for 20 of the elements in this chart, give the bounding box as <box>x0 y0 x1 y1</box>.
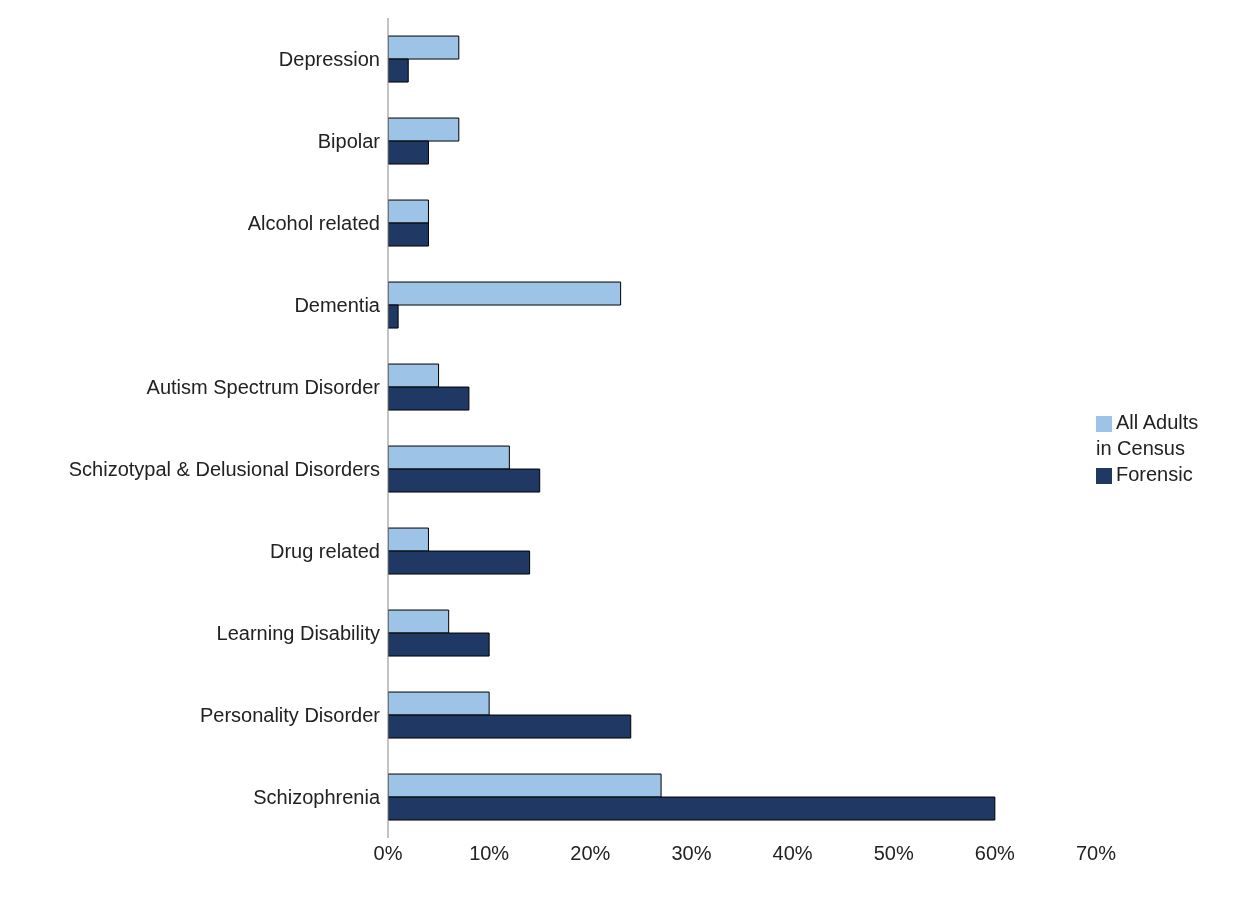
y-tick-label: Drug related <box>269 540 380 563</box>
x-tick-label: 70% <box>1075 842 1117 865</box>
x-tick-label: 0% <box>373 842 403 865</box>
x-tick-label: 50% <box>873 842 914 865</box>
y-tick-label: Dementia <box>294 294 381 317</box>
legend-label: Forensic <box>1116 463 1193 485</box>
x-tick-label: 10% <box>469 842 510 865</box>
y-tick-label: Alcohol related <box>247 212 380 235</box>
x-tick-label: 20% <box>570 842 611 865</box>
y-tick-label: Schizophrenia <box>253 786 381 809</box>
y-tick-label: Autism Spectrum Disorder <box>146 376 381 399</box>
y-tick-label: Schizotypal & Delusional Disorders <box>68 458 380 481</box>
y-tick-label: Bipolar <box>317 130 381 153</box>
y-tick-label: Personality Disorder <box>199 704 381 727</box>
y-tick-label: Depression <box>278 48 380 71</box>
y-tick-label: Learning Disability <box>216 622 380 645</box>
x-tick-label: 40% <box>772 842 813 865</box>
x-tick-label: 60% <box>974 842 1016 865</box>
legend-label: All Adults in Census <box>1096 411 1199 459</box>
x-tick-label: 30% <box>671 842 712 865</box>
